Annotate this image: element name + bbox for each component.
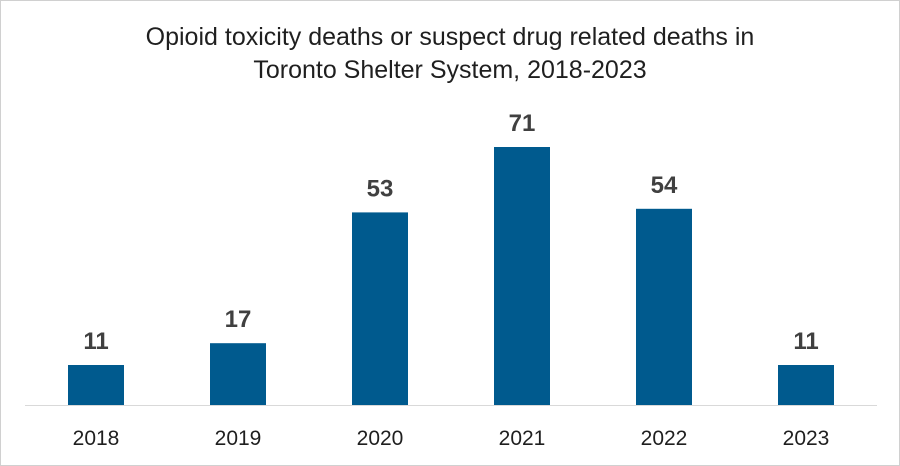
chart-title: Opioid toxicity deaths or suspect drug r… [1,21,899,87]
data-labels-layer: 11 17 53 71 54 11 [83,110,818,355]
bar-2022 [636,208,692,405]
data-label-2022: 54 [651,172,678,199]
bar-2018 [68,365,124,405]
bar-2023 [778,365,834,405]
bar-2020 [352,212,408,405]
x-tick-label-2021: 2021 [499,427,546,450]
chart-title-line-1: Opioid toxicity deaths or suspect drug r… [145,23,755,51]
bars-layer [68,147,834,405]
x-tick-label-2022: 2022 [641,427,688,450]
bar-2021 [494,147,550,405]
chart-title-line-2: Toronto Shelter System, 2018-2023 [253,56,647,84]
x-tick-label-2023: 2023 [783,427,830,450]
data-label-2020: 53 [367,175,394,202]
x-tick-label-2020: 2020 [357,427,404,450]
bar-2019 [210,343,266,405]
data-label-2019: 17 [225,306,252,333]
x-tick-label-2018: 2018 [73,427,120,450]
data-label-2021: 71 [509,110,536,137]
data-label-2018: 11 [83,328,108,355]
data-label-2023: 11 [793,328,818,355]
x-tick-label-2019: 2019 [215,427,262,450]
x-tick-labels-layer: 2018 2019 2020 2021 2022 2023 [73,427,830,450]
